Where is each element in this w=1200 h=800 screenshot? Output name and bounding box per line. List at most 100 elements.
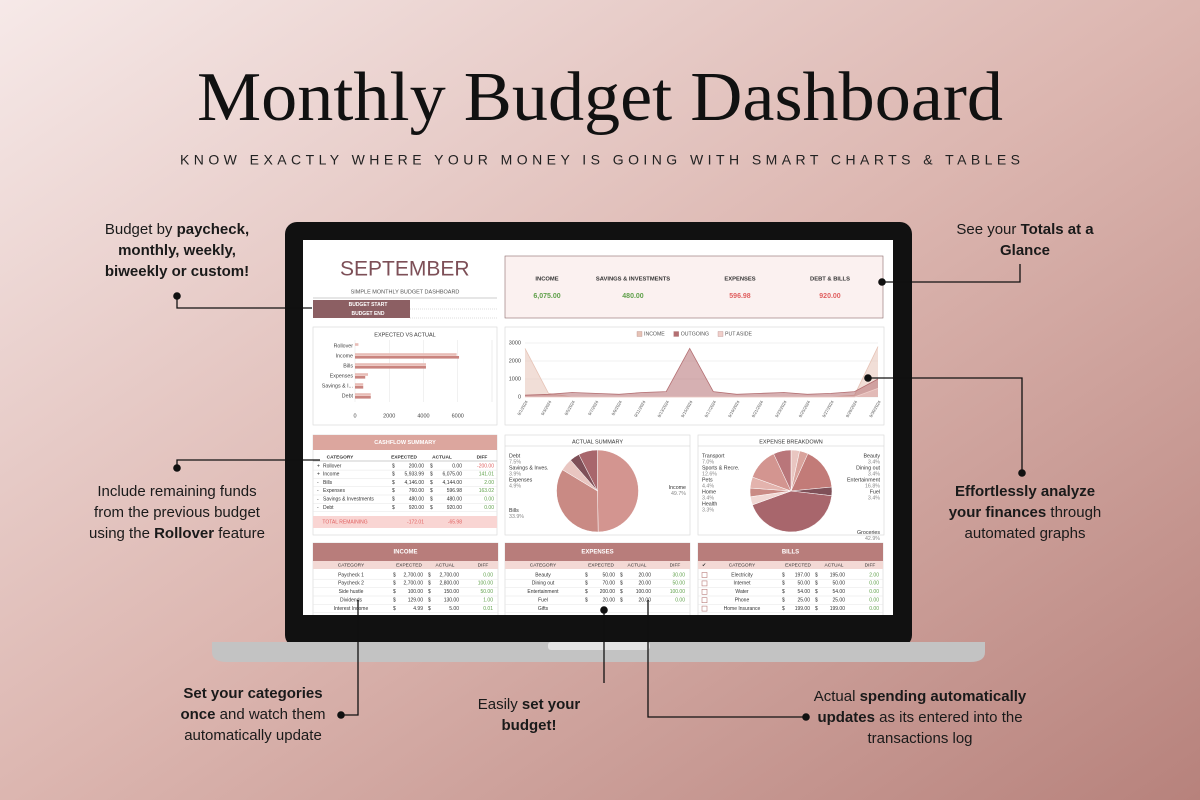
callout-dot — [878, 278, 886, 286]
dashboard: SEPTEMBER SIMPLE MONTHLY BUDGET DASHBOARD… — [312, 255, 885, 615]
row-actual: 100.00 — [636, 589, 652, 595]
row-category: Paycheck 2 — [338, 581, 364, 587]
row-diff: 0.00 — [484, 497, 494, 503]
total-label: INCOME — [535, 277, 558, 283]
currency: $ — [782, 606, 785, 612]
callout-segment: from the previous budget — [94, 504, 261, 521]
currency: $ — [782, 598, 785, 604]
pie-value-label: 3.9% — [509, 471, 521, 477]
row-sign: - — [317, 488, 319, 494]
pie-label: Bills — [509, 508, 519, 514]
pie-value-label: 12.6% — [702, 471, 717, 477]
table-title: INCOME — [394, 550, 418, 556]
pie-value-label: 7.5% — [509, 459, 521, 465]
row-expected: 129.00 — [408, 598, 424, 604]
pie-label: Dining out — [856, 465, 880, 471]
pie-value-label: 16.8% — [865, 483, 880, 489]
y-tick-label: Bills — [343, 363, 353, 369]
row-expected: 2,700.00 — [404, 581, 424, 587]
row-actual: 5.00 — [449, 606, 459, 612]
row-expected: 480.00 — [409, 497, 425, 503]
y-tick-label: Expenses — [330, 373, 354, 379]
row-diff: 50.00 — [480, 589, 493, 595]
pie-value-label: 4.4% — [702, 483, 714, 489]
callout-dot — [173, 464, 181, 472]
row-category: Side hustle — [339, 589, 364, 595]
row-category: Income — [323, 472, 340, 478]
row-diff: 0.00 — [483, 572, 493, 578]
row-expected: 2,700.00 — [404, 572, 424, 578]
row-category: Electricity — [731, 572, 753, 578]
currency: $ — [392, 488, 395, 494]
currency: $ — [392, 497, 395, 503]
row-actual: 199.00 — [830, 606, 846, 612]
callout-text: Effortlessly analyze your finances throug… — [949, 483, 1102, 542]
row-diff: 50.00 — [672, 581, 685, 587]
month-title: SEPTEMBER — [340, 258, 470, 281]
callout-segment: spending automatically — [860, 688, 1027, 705]
row-actual: 596.98 — [447, 488, 463, 494]
column-header: ACTUAL — [825, 563, 844, 569]
total-value: 480.00 — [622, 293, 644, 300]
total-label: EXPENSES — [724, 277, 755, 283]
pie-value-label: 33.9% — [509, 514, 524, 520]
checkbox[interactable] — [701, 580, 708, 587]
total-value: 6,075.00 — [533, 293, 560, 300]
bar — [355, 366, 426, 369]
chart-title: EXPENSE BREAKDOWN — [759, 439, 823, 445]
series-line — [524, 347, 879, 396]
callout-segment: updates — [817, 709, 875, 726]
row-diff: 30.00 — [672, 572, 685, 578]
pie-label: Beauty — [864, 453, 881, 459]
total-remaining-label: TOTAL REMAINING — [322, 519, 367, 525]
callout-segment: biweekly or custom! — [105, 263, 249, 280]
bar — [355, 356, 460, 359]
currency: $ — [393, 598, 396, 604]
callout-line — [882, 264, 1021, 283]
row-actual: 6,075.00 — [443, 472, 463, 478]
currency: $ — [782, 572, 785, 578]
callout-line — [176, 296, 312, 309]
column-header-row — [698, 561, 883, 569]
row-sign: - — [317, 505, 319, 511]
y-tick-label: 3000 — [509, 340, 521, 346]
callout-segment: automatically update — [184, 727, 322, 744]
row-sign: - — [317, 480, 319, 486]
row-expected: 197.00 — [795, 572, 811, 578]
budget-end-label: BUDGET END — [351, 311, 384, 317]
checkbox[interactable] — [701, 605, 708, 612]
row-category: Savings & Investments — [323, 497, 374, 503]
budget-start-cell — [313, 300, 410, 309]
callout-segment: Easily — [478, 696, 522, 713]
callout-segment: Include remaining funds — [97, 483, 256, 500]
pie-label: Pets — [702, 477, 713, 483]
bar — [355, 363, 427, 366]
column-header: EXPECTED — [588, 563, 614, 569]
currency: $ — [393, 581, 396, 587]
checkbox[interactable] — [701, 572, 708, 578]
row-expected: 920.00 — [409, 505, 425, 511]
budget-start-label: BUDGET START — [349, 302, 388, 308]
bar — [355, 376, 366, 379]
totals-panel — [504, 255, 884, 319]
row-diff: 0.00 — [484, 505, 494, 511]
y-tick-label: Savings & I... — [322, 383, 353, 389]
column-header: ACTUAL — [432, 454, 452, 460]
row-actual: 20.00 — [638, 598, 651, 604]
currency: $ — [393, 606, 396, 612]
callout-segment: budget! — [502, 717, 557, 734]
row-actual: 54.00 — [832, 589, 845, 595]
x-tick-label: 4000 — [417, 413, 429, 419]
row-category: Fuel — [538, 598, 548, 604]
row-diff: 0.00 — [869, 589, 879, 595]
checkbox[interactable] — [701, 588, 708, 595]
callout-segment: and watch them — [215, 706, 325, 723]
column-header: DIFF — [477, 454, 488, 460]
callout-text: Include remaining funds from the previous… — [89, 483, 265, 542]
y-tick-label: Debt — [342, 393, 354, 399]
row-diff: 0.00 — [869, 606, 879, 612]
currency: $ — [585, 589, 588, 595]
checkbox[interactable] — [701, 597, 708, 604]
row-diff: 1.00 — [483, 598, 493, 604]
currency: $ — [392, 472, 395, 478]
